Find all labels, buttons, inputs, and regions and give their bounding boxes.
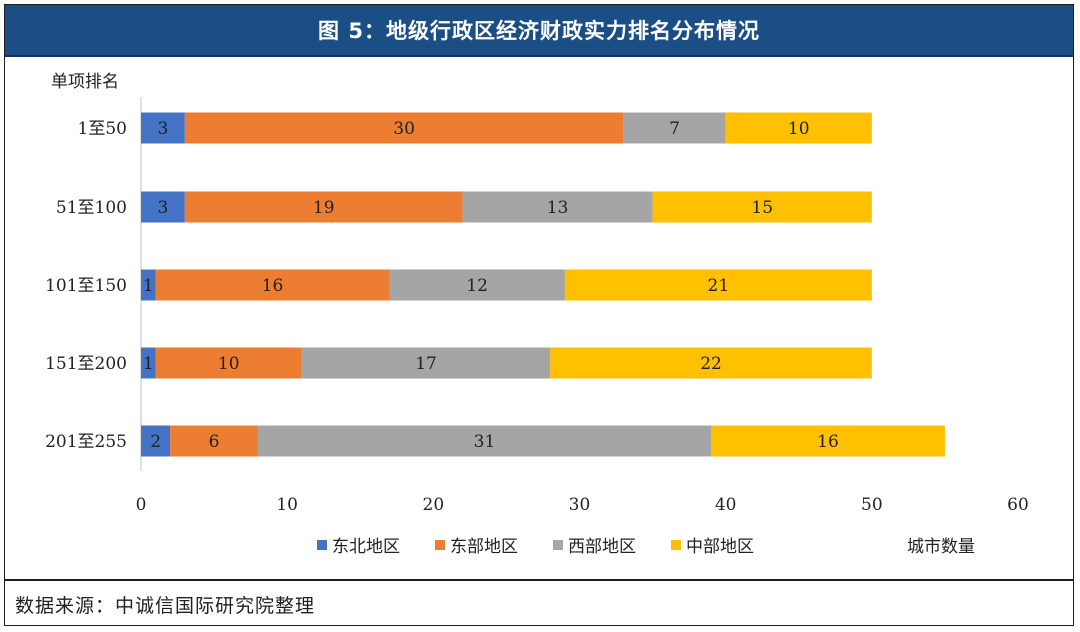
category-label: 151至200 (45, 354, 127, 374)
data-label: 13 (547, 198, 569, 218)
data-label: 2 (150, 432, 161, 452)
bar-segment (257, 425, 712, 457)
x-tick-label: 20 (423, 495, 445, 515)
data-label: 1 (143, 354, 154, 374)
category-label: 51至100 (56, 198, 127, 218)
data-label: 1 (143, 276, 154, 296)
bar-segment (184, 191, 463, 223)
figure-title: 图 5：地级行政区经济财政实力排名分布情况 (5, 5, 1073, 55)
chart-area: 单项排名 1至50 3 30 7 10 51至100 3 19 13 15 101至150 1 16 12 2… (5, 57, 1073, 577)
data-label: 3 (158, 198, 169, 218)
source-note: 数据来源：中诚信国际研究院整理 (15, 595, 316, 617)
bar-segment (389, 269, 565, 301)
legend-label: 中部地区 (686, 537, 754, 557)
legend-swatch (553, 540, 563, 550)
y-axis-title: 单项排名 (51, 72, 119, 92)
data-label: 6 (209, 432, 220, 452)
data-label: 21 (708, 276, 730, 296)
data-label: 16 (262, 276, 284, 296)
data-label: 19 (313, 198, 335, 218)
bar-segment (141, 347, 156, 379)
bar-segment (623, 112, 726, 144)
bar-segment (725, 112, 872, 144)
x-tick-label: 40 (715, 495, 737, 515)
data-label: 10 (788, 119, 810, 139)
bar-segment (184, 112, 624, 144)
bar-segment (141, 191, 185, 223)
figure-frame: 图 5：地级行政区经济财政实力排名分布情况 单项排名 1至50 3 30 7 10 51至1… (4, 4, 1074, 626)
data-label: 15 (751, 198, 773, 218)
data-label: 7 (669, 119, 680, 139)
bar-segment (141, 425, 171, 457)
bar-segment (462, 191, 653, 223)
bar-segment (301, 347, 551, 379)
legend-swatch (435, 540, 445, 550)
x-tick-label: 0 (136, 495, 147, 515)
data-label: 16 (817, 432, 839, 452)
legend-label: 东北地区 (332, 537, 400, 557)
x-tick-label: 10 (276, 495, 298, 515)
bar-segment (550, 347, 872, 379)
title-divider (5, 55, 1073, 57)
x-axis-title: 城市数量 (907, 537, 975, 557)
category-label: 201至255 (45, 432, 127, 452)
data-label: 3 (158, 119, 169, 139)
x-tick-label: 50 (861, 495, 883, 515)
data-label: 31 (474, 432, 496, 452)
data-label: 17 (415, 354, 437, 374)
bar-segment (155, 269, 390, 301)
x-tick-label: 30 (569, 495, 591, 515)
legend-label: 西部地区 (568, 537, 636, 557)
bar-segment (141, 112, 185, 144)
bar-segment (652, 191, 872, 223)
source-divider (5, 579, 1073, 581)
bar-segment (170, 425, 258, 457)
bar-segment (564, 269, 872, 301)
bar-segment (141, 269, 156, 301)
data-label: 10 (218, 354, 240, 374)
legend-swatch (317, 540, 327, 550)
data-label: 22 (700, 354, 722, 374)
category-label: 101至150 (45, 276, 127, 296)
data-label: 30 (393, 119, 415, 139)
data-label: 12 (466, 276, 488, 296)
bar-segment (711, 425, 945, 457)
bar-segment (155, 347, 302, 379)
legend-label: 东部地区 (450, 537, 518, 557)
x-tick-label: 60 (1007, 495, 1029, 515)
category-label: 1至50 (78, 119, 127, 139)
legend-swatch (671, 540, 681, 550)
